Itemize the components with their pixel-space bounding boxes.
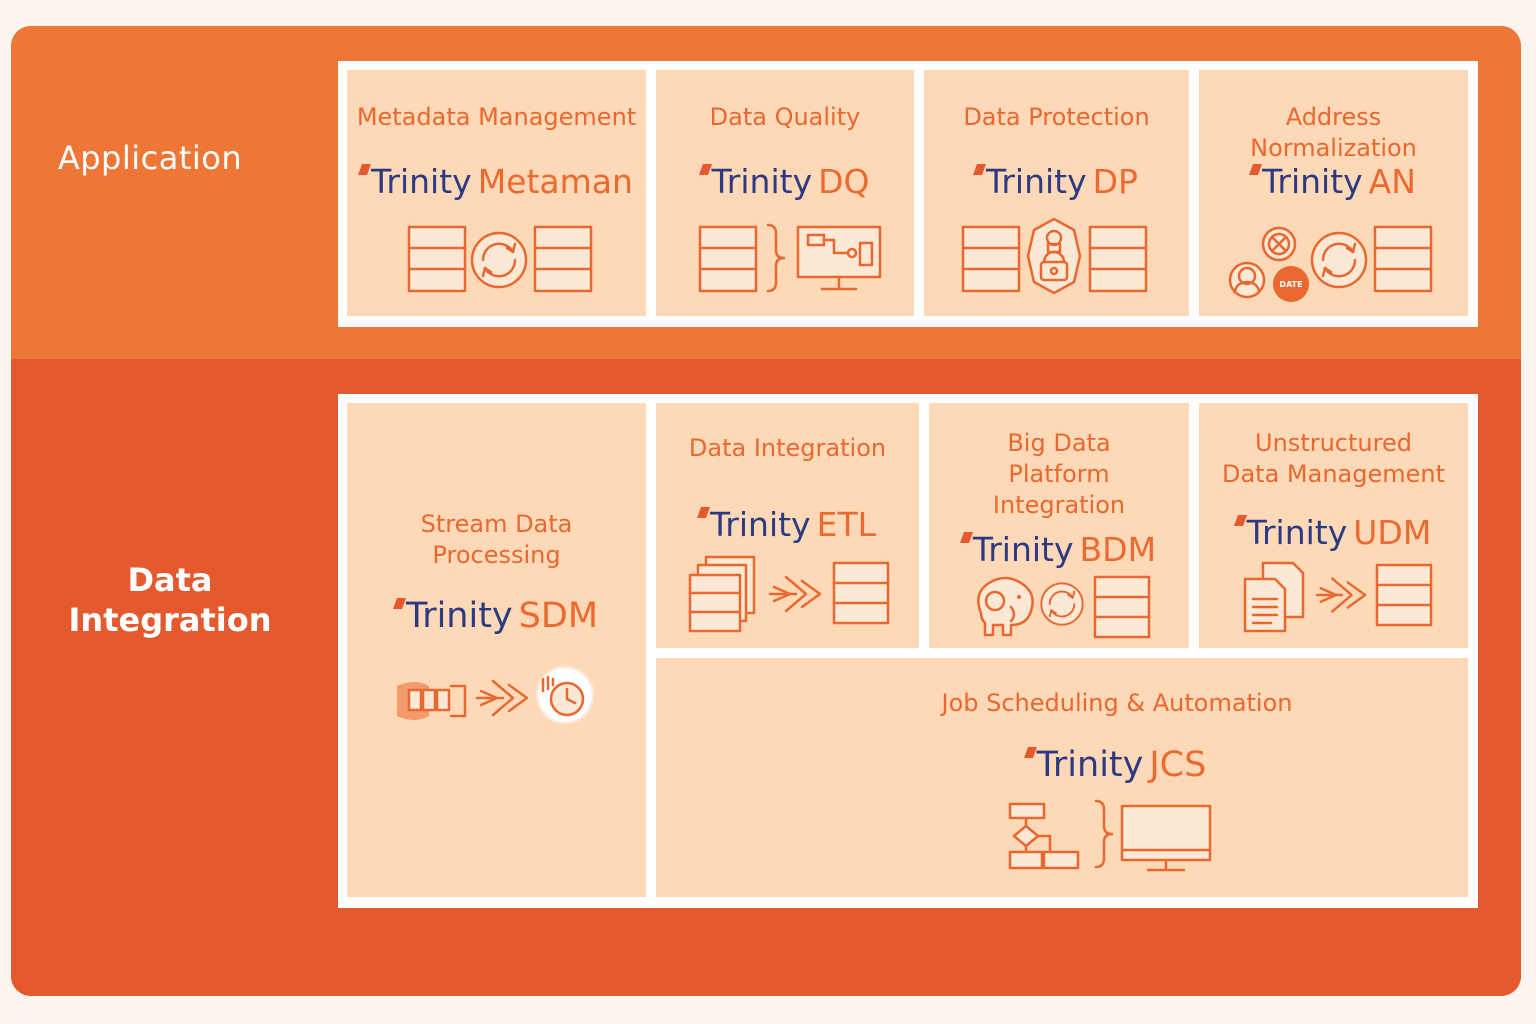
brace-icon (1094, 799, 1114, 869)
address-icons: DATE (1228, 226, 1309, 302)
product-name: UDM (1353, 513, 1432, 552)
card-title: Data Integration (688, 434, 887, 462)
data-integration-panel: Stream Data Processing Trinity SDM Data I… (338, 394, 1478, 908)
brand-word: Trinity (711, 162, 813, 201)
brand-word: Trinity (972, 530, 1074, 569)
plane-arrow-icon (475, 679, 529, 717)
brand-word: Trinity (1036, 745, 1144, 785)
application-section-label: Application (57, 139, 243, 177)
application-panel: Metadata Management Trinity Metaman Data … (338, 61, 1478, 327)
logo-mark-icon (358, 164, 372, 175)
card-address-normalization[interactable]: Address Normalization Trinity AN DATE (1199, 70, 1468, 316)
table-icon (832, 561, 890, 625)
stream-icon (397, 682, 467, 720)
product-logo: Trinity BDM (929, 530, 1189, 570)
logo-mark-icon (696, 507, 710, 518)
table-icon (961, 225, 1021, 293)
table-icon (1375, 563, 1433, 627)
brand-word: Trinity (709, 505, 811, 544)
card-metadata-management[interactable]: Metadata Management Trinity Metaman (347, 70, 646, 316)
elephant-icon (977, 576, 1034, 637)
data-integration-section-label: Data Integration (68, 561, 272, 639)
card-title: Data Quality (709, 103, 861, 131)
product-name: AN (1368, 162, 1416, 201)
card-job-scheduling-automation[interactable]: Job Scheduling & Automation Trinity JCS (656, 658, 1468, 897)
product-name: BDM (1079, 530, 1157, 569)
card-title: Address Normalization (1250, 103, 1417, 162)
card-unstructured-data-management[interactable]: Unstructured Data Management Trinity UDM (1199, 403, 1468, 648)
brand-word: Trinity (1262, 162, 1363, 201)
clock-icon (535, 665, 595, 725)
logo-mark-icon (1023, 747, 1037, 758)
sync-icon (1310, 231, 1368, 289)
card-title: Metadata Management (356, 103, 637, 131)
table-icon (407, 225, 467, 293)
stacked-tables-icon (688, 555, 756, 633)
card-title: Job Scheduling & Automation (941, 689, 1293, 717)
product-name: DQ (818, 162, 870, 201)
table-icon (1088, 225, 1148, 293)
logo-mark-icon (973, 164, 987, 175)
product-name: SDM (518, 596, 599, 636)
table-icon (698, 225, 758, 293)
table-icon (533, 225, 593, 293)
product-logo: Trinity AN (1199, 162, 1468, 202)
table-icon (1093, 575, 1151, 639)
table-icon (1373, 225, 1433, 293)
card-title: Stream Data Processing (420, 510, 573, 569)
product-logo: Trinity Metaman (347, 162, 646, 202)
logo-mark-icon (959, 532, 973, 543)
date-badge: DATE (1279, 280, 1302, 289)
plane-arrow-icon (1315, 577, 1367, 613)
sync-icon (1040, 582, 1084, 626)
product-logo: Trinity UDM (1199, 513, 1468, 553)
brace-icon (766, 223, 786, 293)
logo-mark-icon (392, 598, 406, 609)
card-data-integration[interactable]: Data Integration Trinity ETL (656, 403, 919, 648)
monitor-flow-icon (796, 225, 882, 291)
monitor-icon (1120, 804, 1212, 872)
product-name: Metaman (477, 162, 633, 201)
product-logo: Trinity DQ (656, 162, 914, 202)
sync-icon (470, 231, 528, 289)
flowchart-icon (1008, 802, 1080, 870)
logo-mark-icon (698, 164, 712, 175)
logo-mark-icon (1249, 164, 1263, 175)
card-title: Data Protection (963, 103, 1150, 131)
product-logo: Trinity ETL (656, 505, 919, 545)
product-name: DP (1092, 162, 1138, 201)
product-logo: Trinity SDM (347, 596, 646, 636)
card-title: Big Data Platform Integration (992, 429, 1126, 519)
product-name: ETL (816, 505, 876, 544)
product-logo: Trinity DP (924, 162, 1189, 202)
brand-word: Trinity (1246, 513, 1348, 552)
brand-word: Trinity (986, 162, 1087, 201)
product-logo: Trinity JCS (656, 745, 1468, 785)
card-title: Unstructured Data Management (1221, 429, 1446, 488)
brand-word: Trinity (405, 596, 513, 636)
logo-mark-icon (1233, 515, 1247, 526)
plane-arrow-icon (768, 575, 822, 613)
card-big-data-platform-integration[interactable]: Big Data Platform Integration Trinity BDM (929, 403, 1189, 648)
card-data-quality[interactable]: Data Quality Trinity DQ (656, 70, 914, 316)
shield-lock-icon (1026, 217, 1082, 295)
card-stream-data-processing[interactable]: Stream Data Processing Trinity SDM (347, 403, 646, 897)
brand-word: Trinity (371, 162, 472, 201)
product-name: JCS (1149, 745, 1207, 785)
card-data-protection[interactable]: Data Protection Trinity DP (924, 70, 1189, 316)
documents-icon (1243, 561, 1305, 633)
